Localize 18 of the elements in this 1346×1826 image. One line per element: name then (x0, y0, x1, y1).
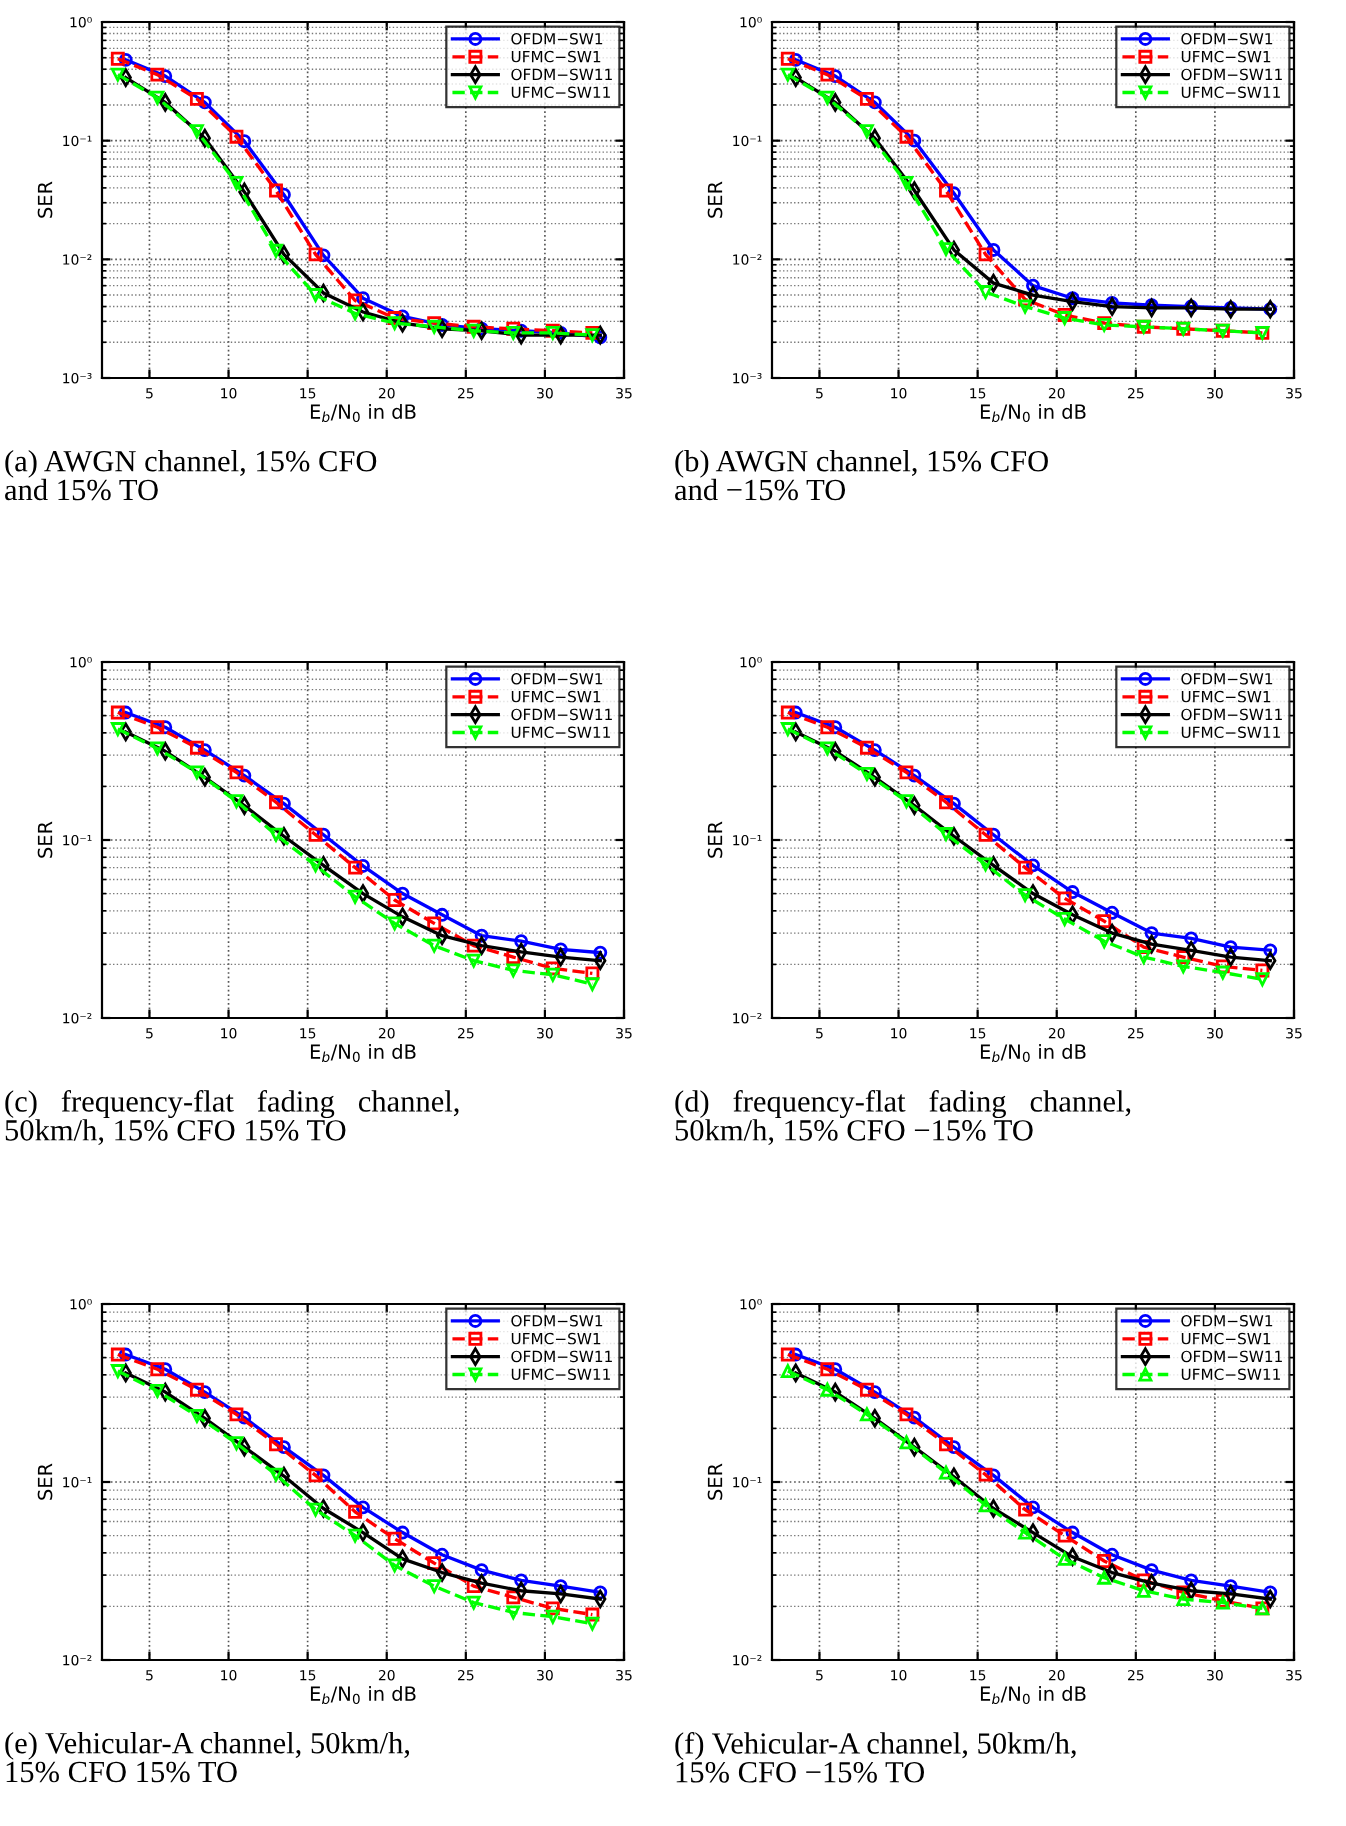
y-axis-title: SER (37, 181, 53, 218)
y-axis-title: SER (707, 821, 723, 858)
y-axis-title: SER (707, 181, 723, 218)
x-axis-title: E$_{b}$/N$_{0}$ in dB (980, 1685, 1086, 1705)
y-axis-title: SER (37, 1463, 53, 1500)
text: (f) Vehicular-A channel, 50km/h, 15% CFO −15% TO (675, 1732, 1076, 1783)
x-axis-title: E$_{b}$/N$_{0}$ in dB (310, 1043, 416, 1063)
text: (c) frequency-flat fading channel, 50km/h, 15% CFO 15% TO (5, 1090, 459, 1146)
x-axis-title: E$_{b}$/N$_{0}$ in dB (980, 1043, 1086, 1063)
text: (e) Vehicular-A channel, 50km/h, 15% CFO 15% TO (5, 1732, 410, 1783)
x-axis-title: E$_{b}$/N$_{0}$ in dB (310, 1685, 416, 1705)
x-axis-title: E$_{b}$/N$_{0}$ in dB (980, 403, 1086, 423)
x-axis-title: E$_{b}$/N$_{0}$ in dB (310, 403, 416, 423)
text: (a) AWGN channel, 15% CFO and 15% TO (5, 450, 377, 501)
y-axis-title: SER (37, 821, 53, 858)
y-axis-title: SER (707, 1463, 723, 1500)
text: (b) AWGN channel, 15% CFO and −15% TO (675, 450, 1048, 501)
text: (d) frequency-flat fading channel, 50km/h, 15% CFO −15% TO (675, 1090, 1131, 1146)
